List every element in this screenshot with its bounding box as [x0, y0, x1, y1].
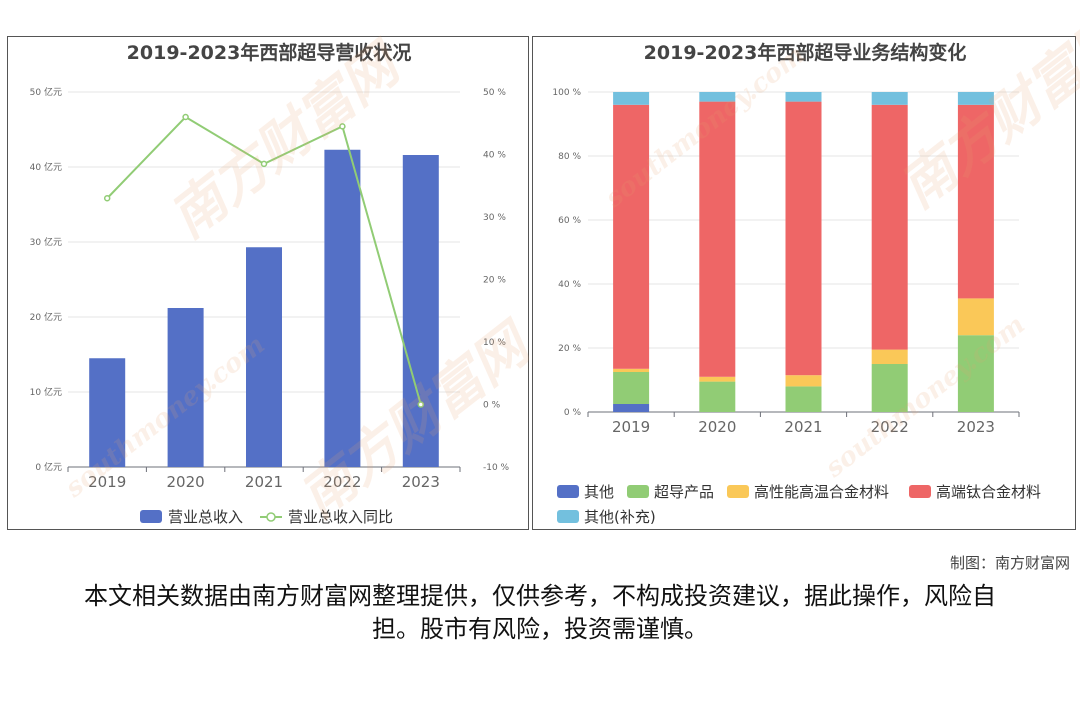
yoy-point — [260, 160, 268, 168]
legend-label: 其他 — [584, 483, 614, 501]
legend-swatch — [627, 485, 649, 498]
x-tick-label: 2021 — [784, 418, 822, 436]
stacked-bar-segment — [785, 386, 822, 412]
legend-swatch — [557, 485, 579, 498]
x-tick-label: 2019 — [88, 473, 126, 491]
stacked-bar-segment — [957, 298, 994, 336]
yoy-point — [182, 113, 189, 121]
stacked-bar-segment — [785, 375, 822, 387]
stacked-bar-segment — [871, 104, 908, 350]
x-tick-label: 2020 — [167, 473, 205, 491]
stacked-bar-segment — [699, 101, 736, 377]
yoy-point — [417, 401, 425, 408]
stacked-bar-segment — [957, 335, 994, 412]
y-right-tick-label: -10 % — [483, 463, 510, 473]
legend-swatch-yoy-marker — [266, 512, 276, 522]
x-tick-label: 2023 — [402, 473, 440, 491]
revenue-bar — [324, 149, 361, 467]
legend-label: 高端钛合金材料 — [936, 483, 1041, 501]
y-tick-label: 20 % — [558, 344, 581, 354]
stacked-bar-segment — [699, 92, 736, 102]
y-right-tick-label: 20 % — [483, 276, 506, 286]
y-left-tick-label: 10 亿元 — [30, 386, 62, 398]
stacked-bar-segment — [613, 368, 650, 372]
y-left-tick-label: 0 亿元 — [35, 461, 62, 473]
stacked-bar-segment — [785, 92, 822, 102]
y-tick-label: 0 % — [564, 408, 582, 418]
x-tick-label: 2020 — [698, 418, 736, 436]
stacked-bar-segment — [613, 372, 650, 404]
stacked-bar-segment — [871, 349, 908, 364]
y-tick-label: 100 % — [552, 88, 581, 98]
y-left-tick-label: 20 亿元 — [30, 311, 62, 323]
y-tick-label: 80 % — [558, 152, 581, 162]
stacked-bar-segment — [785, 101, 822, 376]
y-tick-label: 60 % — [558, 216, 581, 226]
legend-label-yoy: 营业总收入同比 — [288, 508, 393, 526]
legend-label: 其他(补充) — [584, 508, 656, 526]
x-tick-label: 2022 — [323, 473, 361, 491]
stacked-bar-segment — [699, 376, 736, 382]
y-right-tick-label: 0 % — [483, 401, 501, 411]
y-right-tick-label: 10 % — [483, 338, 506, 348]
y-right-tick-label: 50 % — [483, 88, 506, 98]
stacked-bar-segment — [613, 104, 650, 369]
stacked-bar-segment — [699, 381, 736, 412]
legend-swatch — [727, 485, 749, 498]
yoy-point — [339, 123, 346, 130]
chart-credit: 制图：南方财富网 — [949, 554, 1070, 572]
disclaimer-text: 本文相关数据由南方财富网整理提供，仅供参考，不构成投资建议，据此操作，风险自担。… — [84, 582, 996, 643]
stacked-bar-segment — [957, 104, 994, 299]
legend-label: 高性能高温合金材料 — [754, 483, 889, 501]
legend-label-revenue: 营业总收入 — [168, 508, 243, 526]
y-right-tick-label: 40 % — [483, 151, 506, 161]
legend-label: 超导产品 — [654, 483, 714, 501]
stacked-bar-segment — [613, 92, 650, 105]
chart-title: 2019-2023年西部超导营收状况 — [127, 41, 412, 64]
y-right-tick-label: 30 % — [483, 213, 506, 223]
y-left-tick-label: 30 亿元 — [30, 236, 62, 248]
x-tick-label: 2022 — [871, 418, 909, 436]
x-tick-label: 2021 — [245, 473, 283, 491]
x-tick-label: 2019 — [612, 418, 650, 436]
structure-chart-panel: 2019-2023年西部超导业务结构变化 0 % 20 % 40 % 60 % 80 % 1… — [532, 36, 1076, 530]
revenue-chart: 2019-2023年西部超导营收状况 0 亿元 10 亿元 20 亿元 30 亿元 40 … — [30, 41, 510, 526]
yoy-point — [103, 195, 111, 202]
x-tick-label: 2023 — [957, 418, 995, 436]
stacked-bar-segment — [871, 92, 908, 105]
stacked-bar-segment — [957, 92, 994, 105]
y-left-tick-label: 50 亿元 — [30, 86, 62, 98]
revenue-bar — [402, 155, 439, 467]
structure-chart: 2019-2023年西部超导业务结构变化 0 % 20 % 40 % 60 % 80 % 1… — [552, 41, 1041, 526]
legend-swatch-revenue — [140, 510, 162, 523]
revenue-chart-panel: 2019-2023年西部超导营收状况 0 亿元 10 亿元 20 亿元 30 亿元 40 … — [7, 36, 529, 530]
revenue-bar — [167, 308, 204, 467]
legend-swatch — [909, 485, 931, 498]
stacked-bar-segment — [871, 364, 908, 412]
y-tick-label: 40 % — [558, 280, 581, 290]
stacked-bar-segment — [613, 404, 650, 412]
y-left-tick-label: 40 亿元 — [30, 161, 62, 173]
revenue-bar — [246, 247, 282, 467]
revenue-bar — [89, 358, 126, 467]
legend-swatch — [557, 510, 579, 523]
chart-title: 2019-2023年西部超导业务结构变化 — [644, 41, 967, 64]
